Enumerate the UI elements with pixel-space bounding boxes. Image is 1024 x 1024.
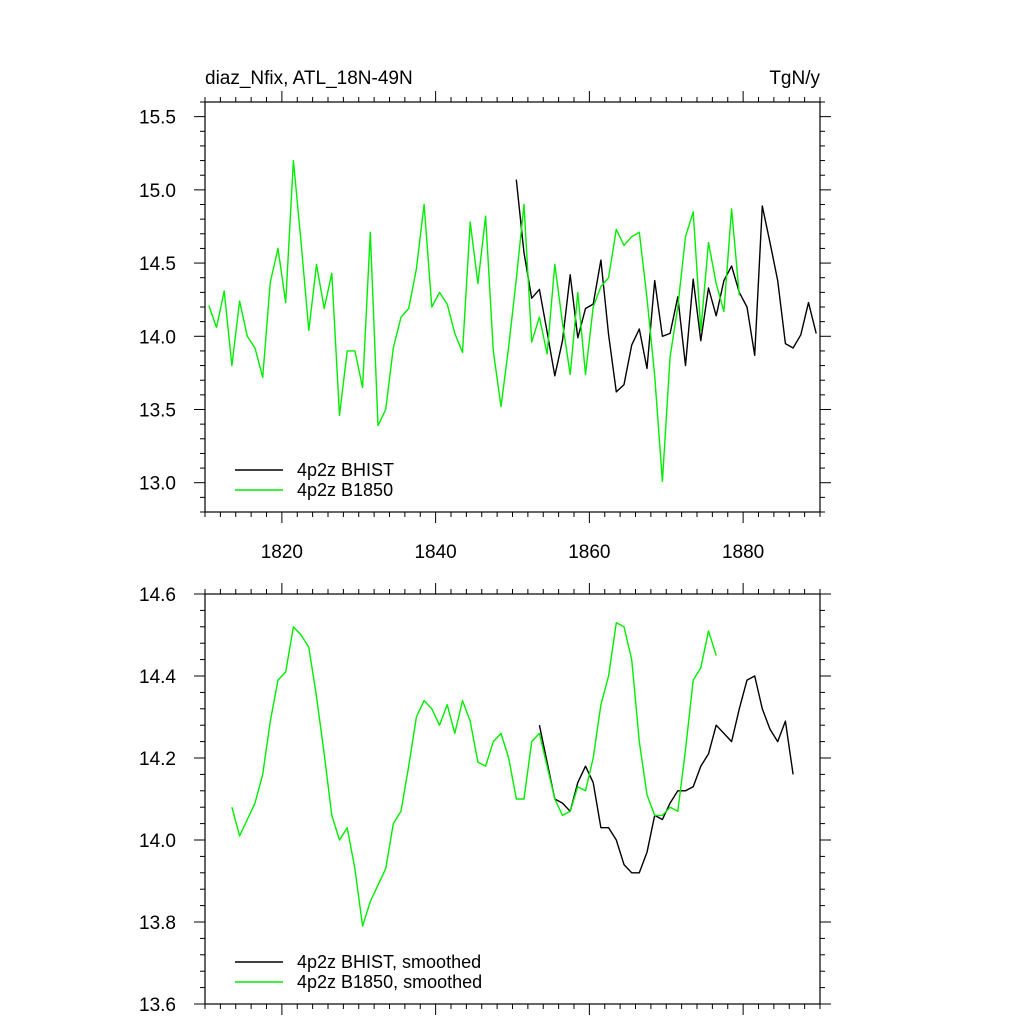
bottom-legend-label: 4p2z BHIST, smoothed [297, 952, 481, 972]
bottom-plot-frame [204, 593, 821, 1005]
top-chart-units: TgN/y [769, 68, 820, 89]
bottom-chart: 13.6 13.8 14.0 14.2 14.4 14.6 4p2z BHIST, smoo… [139, 583, 831, 1016]
top-chart-title: diaz_Nfix, ATL_18N-49N [205, 68, 413, 89]
top-legend-label: 4p2z BHIST [297, 460, 394, 480]
bottom-series-b1850-line [231, 622, 717, 927]
top-series-b1850-line [208, 159, 740, 482]
bottom-y-tick-label: 14.0 [139, 831, 176, 852]
top-y-tick-label: 13.5 [139, 401, 176, 422]
top-chart: 13.0 13.5 14.0 14.5 15.0 15.5 1820 1840 1860 1880… [139, 91, 831, 563]
top-x-tick-label: 1860 [568, 542, 610, 563]
top-series-bhist-line [515, 179, 817, 393]
bottom-legend-label: 4p2z B1850, smoothed [297, 972, 482, 992]
top-x-tick-label: 1820 [261, 542, 303, 563]
bottom-y-tick-label: 13.6 [139, 995, 176, 1016]
bottom-series-bhist-line [538, 675, 794, 874]
bottom-y-tick-label: 14.2 [139, 749, 176, 770]
top-y-tick-label: 14.5 [139, 254, 176, 275]
bottom-y-tick-label: 14.4 [139, 667, 176, 688]
top-y-tick-label: 13.0 [139, 474, 176, 495]
top-legend-label: 4p2z B1850 [297, 480, 393, 500]
top-x-tick-label: 1880 [722, 542, 764, 563]
top-x-tick-label: 1840 [414, 542, 456, 563]
bottom-y-tick-label: 13.8 [139, 913, 176, 934]
top-y-tick-label: 15.5 [139, 108, 176, 129]
bottom-y-tick-label: 14.6 [139, 585, 176, 606]
top-y-tick-label: 15.0 [139, 181, 176, 202]
top-y-tick-label: 14.0 [139, 327, 176, 348]
